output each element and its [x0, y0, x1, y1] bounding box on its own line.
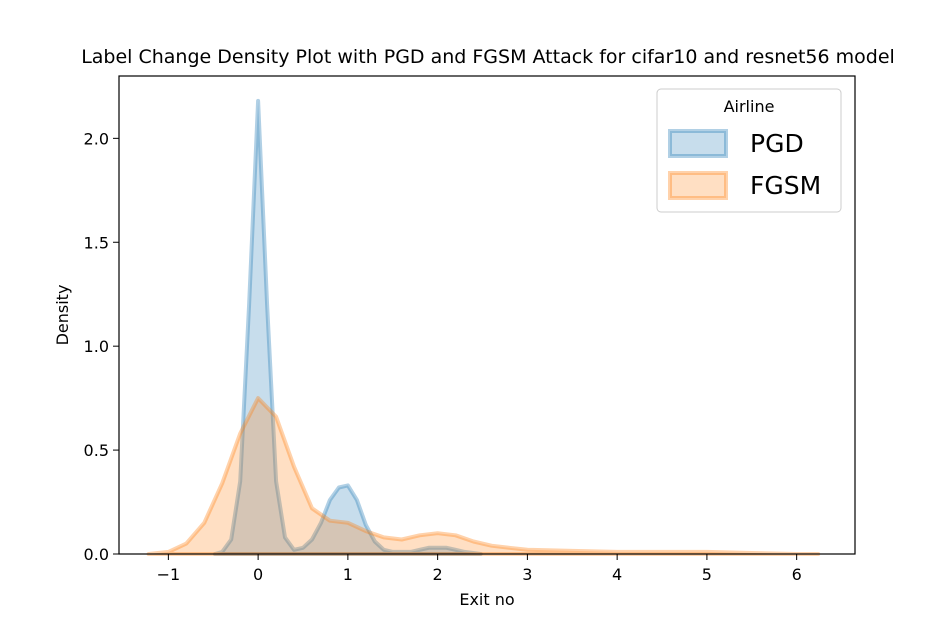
y-axis: 0.0 0.5 1.0 1.5 2.0	[84, 129, 119, 564]
x-tick-label: 1	[343, 565, 353, 584]
y-axis-title: Density	[53, 285, 72, 346]
legend-swatch-pgd	[668, 129, 728, 158]
x-tick-label: 6	[792, 565, 802, 584]
x-axis: −1 0 1 2 3 4 5 6	[157, 554, 802, 584]
legend-title: Airline	[724, 97, 775, 116]
series-layer	[146, 98, 821, 556]
legend-box	[656, 88, 842, 213]
x-tick-label: 2	[433, 565, 443, 584]
y-tick-label: 0.0	[84, 545, 109, 564]
legend-label-pgd: PGD	[750, 129, 804, 158]
y-tick-label: 0.5	[84, 441, 109, 460]
x-tick-label: −1	[157, 565, 181, 584]
x-axis-title: Exit no	[459, 590, 514, 609]
x-tick-label: 3	[522, 565, 532, 584]
y-tick-label: 1.5	[84, 233, 109, 252]
plot-frame	[118, 75, 856, 555]
legend: Airline PGD FGSM	[656, 88, 842, 213]
x-tick-label: 5	[702, 565, 712, 584]
legend-swatch-fgsm	[668, 171, 728, 200]
y-tick-label: 1.0	[84, 337, 109, 356]
x-tick-label: 4	[612, 565, 622, 584]
series-pgd-area	[213, 98, 483, 556]
x-tick-label: 0	[253, 565, 263, 584]
legend-label-fgsm: FGSM	[750, 171, 821, 200]
chart-title: Label Change Density Plot with PGD and F…	[81, 46, 895, 68]
y-tick-label: 2.0	[84, 129, 109, 148]
series-fgsm-area	[146, 396, 821, 556]
